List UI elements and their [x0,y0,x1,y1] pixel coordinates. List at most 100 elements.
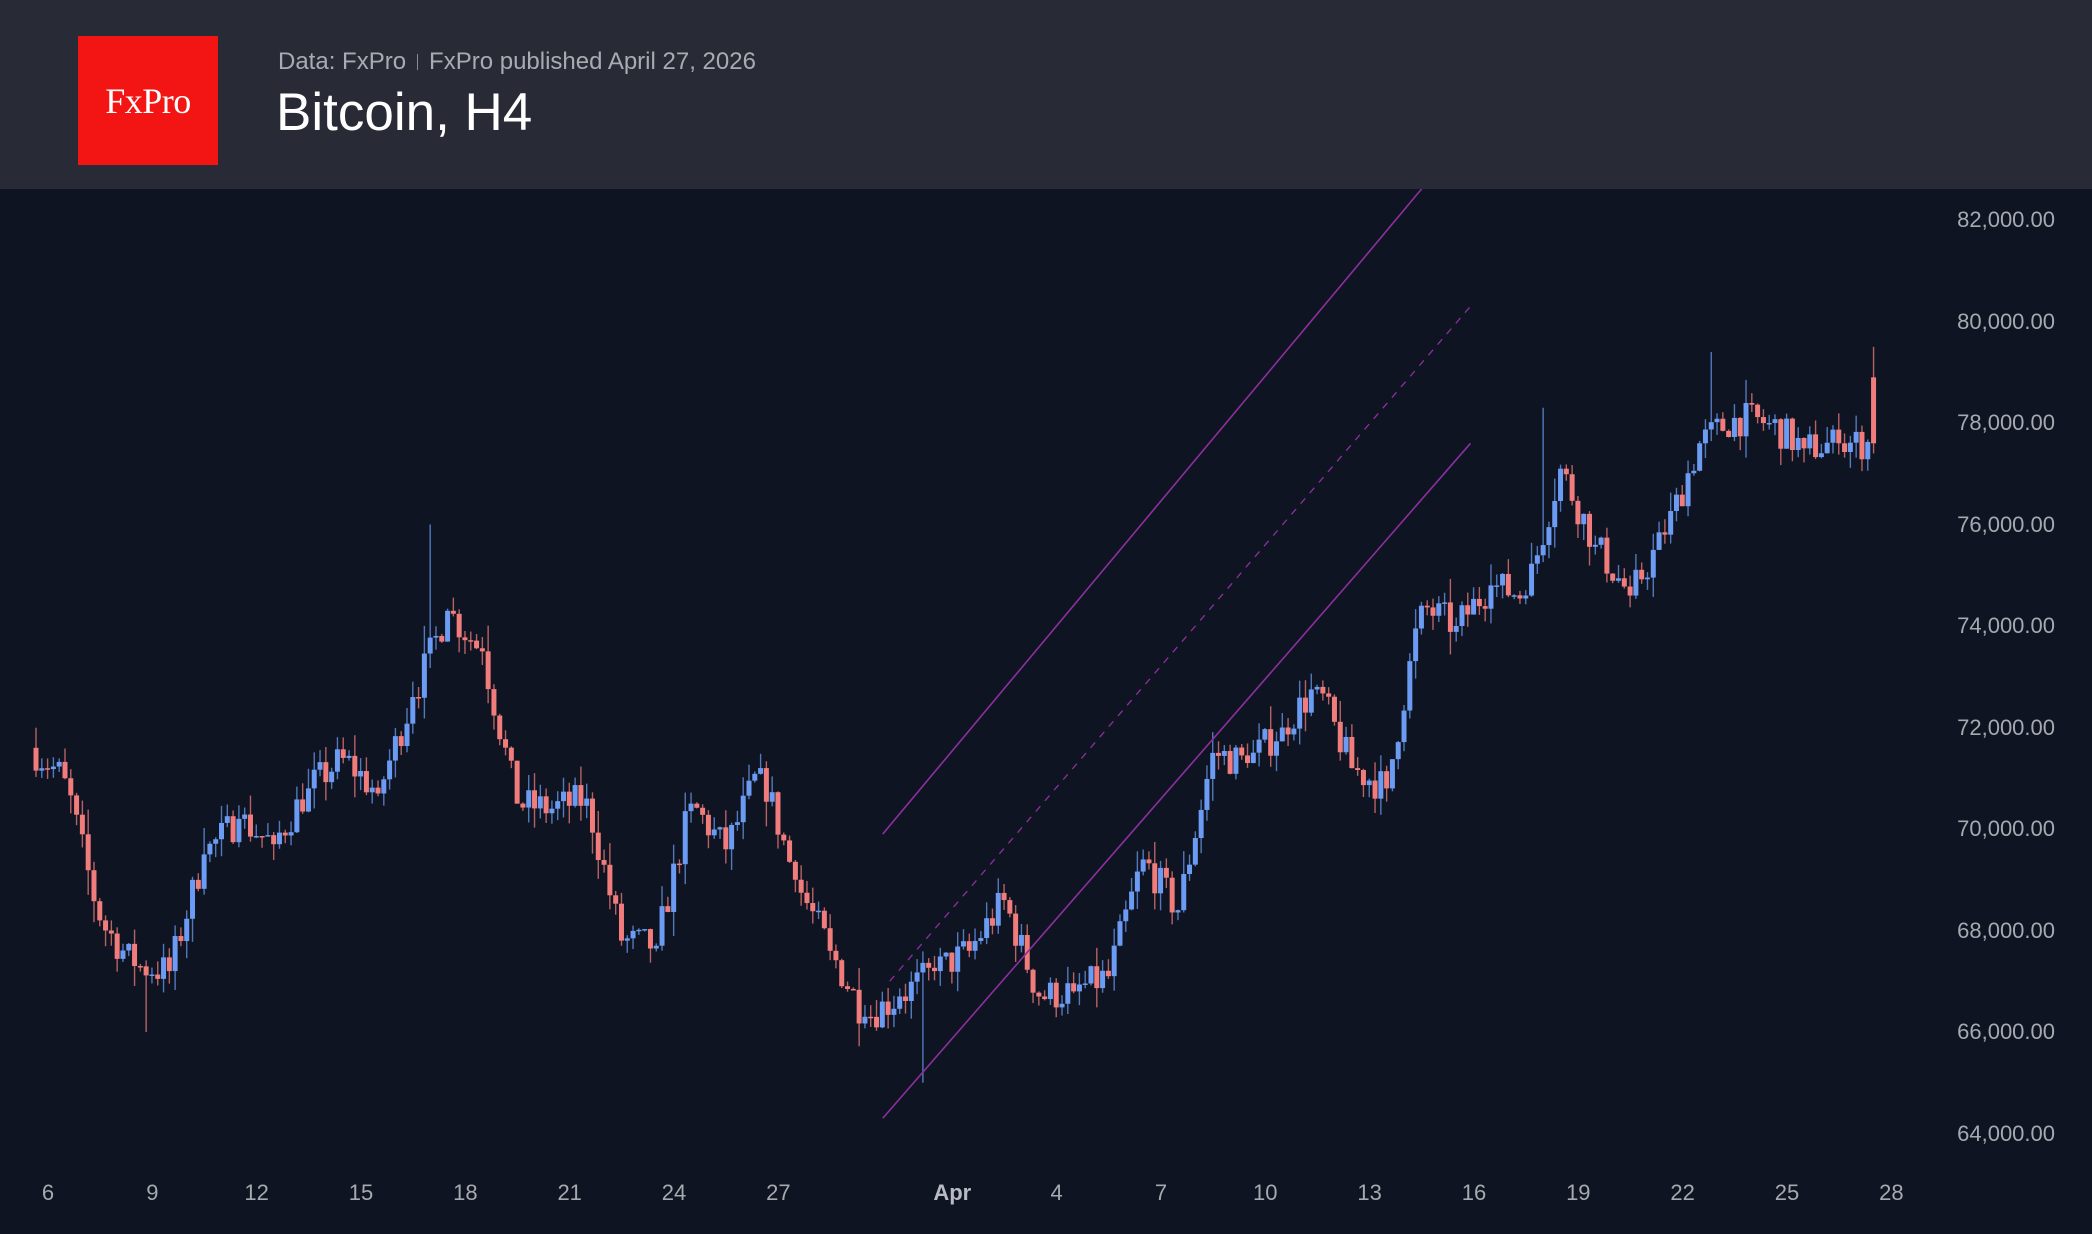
bear-candle [949,952,955,984]
bull-candle [242,807,248,829]
bull-candle [1818,443,1824,459]
bear-candle [1372,762,1378,814]
bull-candle [1366,778,1372,798]
price-tick-label: 80,000.00 [1957,308,2055,334]
bear-candle [543,788,549,823]
bull-candle [184,910,190,959]
bull-candle [288,821,294,846]
bear-candle [1639,562,1645,584]
bull-candle [1140,849,1146,876]
bull-candle [213,837,219,858]
bull-candle [1436,596,1442,623]
bull-candle [265,823,271,837]
bull-candle [1175,909,1181,921]
bull-candle [688,792,694,823]
bull-candle [392,727,398,778]
bull-candle [624,935,630,953]
bull-candle [816,901,822,920]
bull-candle [1714,413,1720,435]
bull-candle [1343,726,1349,755]
bull-candle [1529,542,1535,597]
date-tick-label: 7 [1154,1180,1168,1205]
price-tick-label: 64,000.00 [1957,1120,2055,1146]
bull-candle [120,943,126,962]
bear-candle [1813,420,1819,460]
bear-candle [137,963,143,972]
bear-candle [885,987,891,1029]
date-tick-label: 28 [1879,1180,1904,1205]
bull-candle [1598,536,1604,549]
bear-candle [1859,425,1865,472]
bull-candle [1650,533,1656,597]
bear-candle [323,747,329,801]
bull-candle [862,1004,868,1029]
bear-candle [1024,924,1030,974]
bear-candle [723,810,729,864]
bear-candle [1447,578,1453,655]
bull-candle [404,708,410,753]
bear-candle [1245,743,1251,768]
bear-candle [195,873,201,892]
bull-candle [1065,966,1071,1015]
bear-candle [68,769,74,814]
bull-candle [334,737,340,780]
bull-candle [1192,831,1198,867]
bull-candle [1766,414,1772,430]
bull-candle [1471,587,1477,615]
bear-candle [1505,559,1511,598]
bear-candle [1094,947,1100,1008]
bear-candle [1320,680,1326,701]
bull-candle [427,524,433,669]
bull-candle [1685,460,1691,517]
bull-candle [329,767,335,789]
bull-candle [740,777,746,840]
bear-candle [1482,598,1488,622]
bear-candle [1169,871,1175,925]
bear-candle [601,849,607,873]
bull-candle [1656,521,1662,550]
bull-candle [294,786,300,834]
bull-candle [636,928,642,935]
bull-candle [746,764,752,800]
bear-candle [178,927,184,947]
bear-candle [520,802,526,811]
bull-candle [1233,744,1239,780]
bear-candle [97,898,103,927]
bear-candle [1720,412,1726,432]
bull-candle [943,952,949,960]
bear-candle [1871,346,1877,454]
bear-candle [827,914,833,961]
bear-candle [1749,393,1755,413]
bull-candle [126,943,132,957]
bear-candle [514,760,520,804]
date-tick-label: Apr [933,1180,972,1205]
price-tick-label: 74,000.00 [1957,613,2055,638]
bear-candle [1801,437,1807,463]
bull-candle [1824,427,1830,454]
bull-candle [1708,351,1714,442]
bear-candle [839,958,845,989]
date-tick-label: 4 [1050,1180,1063,1205]
bear-candle [503,730,509,756]
bull-candle [346,750,352,761]
bull-candle [1279,713,1285,742]
bull-candle [1100,960,1106,993]
bull-candle [526,775,532,823]
price-tick-label: 82,000.00 [1957,207,2055,232]
bull-candle [1795,427,1801,458]
bear-candle [1604,527,1610,583]
bull-candle [717,826,723,839]
bull-candle [1407,653,1413,719]
bear-candle [1778,418,1784,466]
bull-candle [1453,617,1459,642]
bear-candle [1465,592,1471,627]
bear-candle [1146,851,1152,870]
bear-candle [468,631,474,651]
bull-candle [1082,970,1088,989]
bear-candle [804,880,810,910]
bull-candle [219,805,224,857]
bull-candle [1204,765,1210,821]
bull-candle [630,925,636,950]
bear-candle [108,920,114,946]
bear-candle [1430,598,1436,630]
